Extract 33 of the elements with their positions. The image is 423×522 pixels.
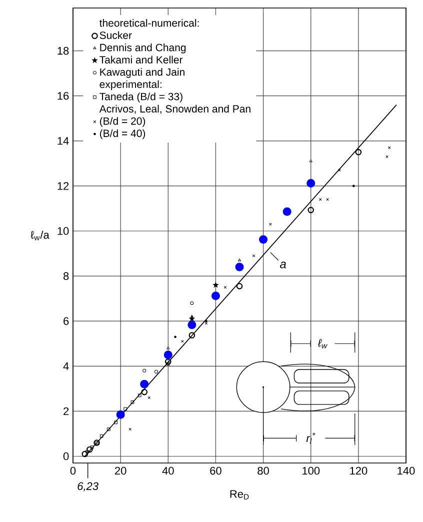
x-tick-label: 140 [398,466,415,475]
annotation: Acrivos, Leal, Snowden and Pan [99,104,250,114]
legend-label: Kawaguti and Jain [100,68,184,78]
y-tick-label: 8 [63,272,69,280]
legend-title: theoretical-numerical: [99,19,199,27]
annotation: a [280,262,286,268]
x-tick-label: 0 [70,466,76,475]
annotation: experimental: [100,80,162,90]
legend-label: Sucker [100,31,132,39]
legend-label: (B/d = 20) [100,117,146,127]
y-tick-label: 10 [58,227,69,235]
y-tick-label: 2 [64,407,69,416]
x-tick-label: 80 [258,466,269,475]
x-axis-title: Re$_{D}$ [230,490,249,500]
y-tick-label: 4 [63,362,69,370]
y-axis-title: ℓ$_{w}$/a [30,230,50,240]
y-tick-label: 12 [58,182,69,190]
legend-label: Takami and Keller [100,56,183,64]
x-tick-label: 60 [210,466,222,475]
y-tick-label: 14 [58,137,69,145]
y-tick-label: 16 [58,92,69,100]
legend-label: (B/d = 40) [100,129,146,140]
legend-label: Taneda (B/d = 33) [100,92,182,102]
x-tick-label: 100 [302,466,320,475]
legend-label: Dennis and Chang [100,44,186,54]
y-tick-label: 18 [58,46,69,55]
x-tick-label: 20 [115,466,126,475]
annotation: 6,23 [78,482,98,492]
x-tick-label: 40 [162,466,174,475]
y-tick-label: 6 [64,317,69,325]
y-tick-label: 0 [63,452,69,460]
x-tick-label: 120 [350,466,368,475]
annotation: ℓ$_{w}$ [318,338,328,348]
